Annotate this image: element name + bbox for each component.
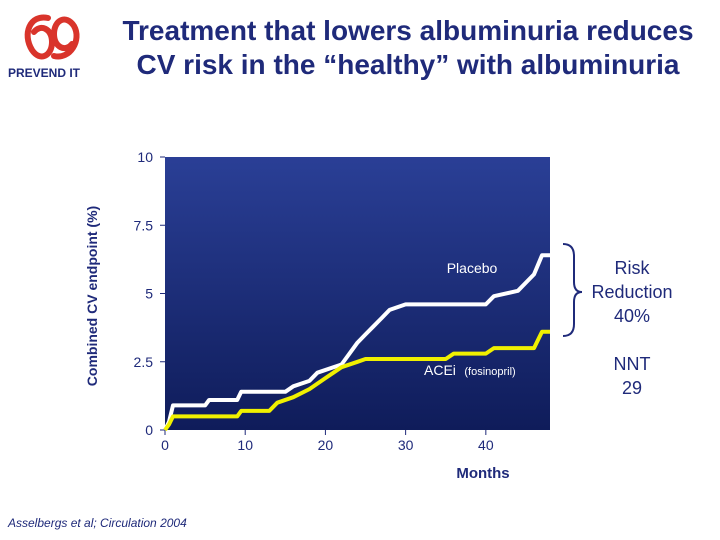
- x-axis-label: Months: [456, 465, 509, 482]
- risk-reduction-line-3: 40%: [613, 306, 651, 326]
- plot-area: [165, 157, 550, 430]
- x-tick-label: 20: [318, 437, 334, 453]
- y-tick-label: 7.5: [134, 217, 154, 233]
- risk-bracket: [562, 243, 583, 337]
- acei-label-note: (fosinopril): [464, 366, 515, 378]
- logo-text: PREVEND IT: [8, 66, 81, 80]
- prevend-logo-icon: [24, 14, 80, 60]
- page-title: Treatment that lowers albuminuria reduce…: [108, 14, 708, 82]
- acei-label-name: ACEi: [424, 362, 456, 378]
- nnt-text: NNT 29: [590, 352, 674, 400]
- title-line-1: Treatment that lowers albuminuria reduce…: [122, 15, 694, 46]
- nnt-line-2: 29: [621, 378, 643, 398]
- y-tick-label: 2.5: [134, 354, 154, 370]
- axis-layer: 0 2.5 5 7.5 10 0 10 20 30 40: [134, 149, 494, 453]
- y-tick-label: 5: [145, 286, 153, 302]
- title-line-2: CV risk in the “healthy” with albuminuri…: [136, 49, 680, 80]
- acei-series-line: [163, 329, 550, 432]
- risk-reduction-line-1: Risk: [614, 258, 650, 278]
- risk-reduction-text: Risk Reduction 40%: [580, 256, 684, 328]
- x-tick-label: 10: [237, 437, 253, 453]
- nnt-line-1: NNT: [613, 354, 651, 374]
- y-tick-label: 0: [145, 422, 153, 438]
- risk-reduction-line-2: Reduction: [591, 282, 673, 302]
- series-layer: [163, 253, 550, 432]
- placebo-series-line: [163, 253, 550, 431]
- placebo-label: Placebo: [447, 260, 498, 276]
- acei-label: ACEi (fosinopril): [424, 362, 516, 379]
- citation: Asselbergs et al; Circulation 2004: [8, 516, 187, 530]
- x-tick-label: 30: [398, 437, 414, 453]
- y-tick-label: 10: [137, 149, 153, 165]
- x-tick-label: 40: [478, 437, 494, 453]
- y-axis-label: Combined CV endpoint (%): [84, 206, 100, 386]
- x-tick-label: 0: [161, 437, 169, 453]
